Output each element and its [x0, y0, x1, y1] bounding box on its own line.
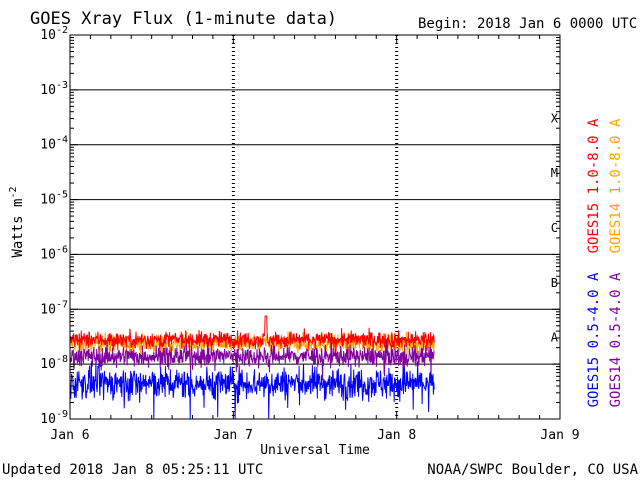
- legend-entry: GOES15 1.0-8.0 A: [586, 118, 602, 253]
- series-line-goes14-0-5-4-0-a: [69, 341, 435, 381]
- x-axis-label: Universal Time: [260, 443, 370, 458]
- axes-layer: 10-9 10-8 10-7 10-6 10-5 10-4 10-3 10-2 Jan 6 Jan…: [40, 25, 579, 443]
- flare-class-label: M: [551, 166, 558, 180]
- svg-text:Watts m-2: Watts m-2: [8, 186, 26, 257]
- y-tick-label: 10-8: [40, 354, 68, 372]
- y-tick-label: 10-6: [40, 244, 68, 262]
- x-tick-label: Jan 7: [214, 428, 253, 443]
- updated-time: Updated 2018 Jan 8 05:25:11 UTC: [2, 462, 263, 478]
- credit: NOAA/SWPC Boulder, CO USA: [427, 462, 638, 478]
- flare-class-label: A: [551, 331, 559, 345]
- begin-time: Begin: 2018 Jan 6 0000 UTC: [418, 16, 637, 32]
- y-tick-label: 10-7: [40, 299, 68, 317]
- y-axis-label: Watts m-2: [8, 186, 26, 257]
- legend-entry: GOES15 0.5-4.0 A: [586, 272, 602, 407]
- y-tick-label: 10-2: [40, 25, 68, 43]
- x-tick-label: Jan 9: [540, 428, 579, 443]
- y-axis-label-exp: -2: [8, 186, 19, 198]
- legend: GOES15 1.0-8.0 A GOES14 1.0-8.0 A GOES15 0…: [586, 118, 624, 407]
- y-tick-label: 10-4: [40, 135, 68, 153]
- y-tick-label: 10-3: [40, 80, 68, 98]
- chart-title: GOES Xray Flux (1-minute data): [30, 9, 337, 29]
- x-tick-label: Jan 6: [50, 428, 89, 443]
- flare-class-label: C: [551, 221, 558, 235]
- series-line-goes15-0-5-4-0-a: [69, 361, 435, 420]
- x-tick-label: Jan 8: [377, 428, 416, 443]
- series-layer: [69, 315, 435, 420]
- y-tick-label: 10-5: [40, 190, 68, 208]
- legend-entry: GOES14 0.5-4.0 A: [608, 272, 624, 407]
- y-tick-label: 10-9: [40, 409, 68, 427]
- series-line-goes15-1-0-8-0-a: [69, 315, 435, 365]
- flare-class-label: X: [551, 111, 559, 125]
- y-axis-label-text: Watts m: [10, 199, 26, 258]
- legend-entry: GOES14 1.0-8.0 A: [608, 118, 624, 253]
- flare-class-label: B: [551, 276, 558, 290]
